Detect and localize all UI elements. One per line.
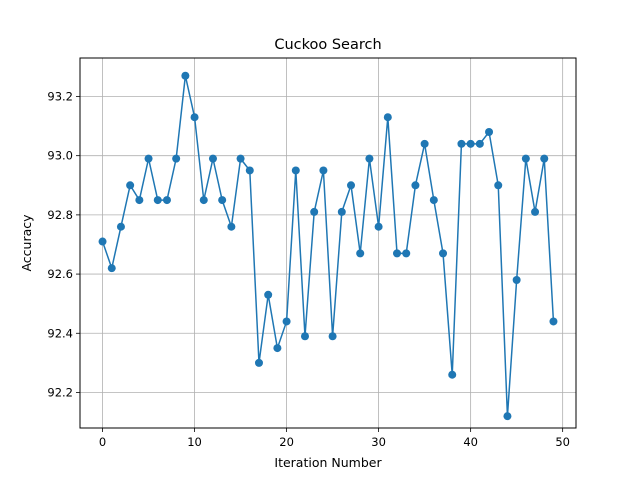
data-point: [356, 249, 365, 258]
data-point: [457, 139, 466, 148]
y-axis-label: Accuracy: [19, 214, 34, 272]
data-point: [98, 237, 107, 246]
data-point: [310, 207, 319, 216]
series-line: [98, 71, 558, 421]
data-point: [172, 154, 181, 163]
data-point: [199, 196, 208, 205]
data-point: [181, 71, 190, 80]
data-point: [116, 222, 125, 231]
data-point: [466, 139, 475, 148]
data-point: [549, 317, 558, 326]
data-point: [475, 139, 484, 148]
data-point: [503, 412, 512, 421]
y-tick-label: 93.2: [47, 89, 73, 103]
data-point: [190, 113, 199, 122]
data-point: [439, 249, 448, 258]
data-point: [291, 166, 300, 175]
data-point: [319, 166, 328, 175]
chart-title: Cuckoo Search: [274, 37, 381, 53]
y-tick-label: 93.0: [47, 149, 73, 163]
data-point: [254, 358, 263, 367]
data-point: [393, 249, 402, 258]
data-point: [245, 166, 254, 175]
data-point: [227, 222, 236, 231]
data-point: [347, 181, 356, 190]
x-tick-label: 0: [99, 435, 106, 449]
data-point: [300, 332, 309, 341]
data-point: [429, 196, 438, 205]
data-point: [208, 154, 217, 163]
data-point: [162, 196, 171, 205]
data-point: [126, 181, 135, 190]
x-tick-label: 10: [187, 435, 202, 449]
data-point: [402, 249, 411, 258]
data-point: [365, 154, 374, 163]
y-tick-label: 92.6: [47, 267, 73, 281]
x-tick-label: 20: [279, 435, 294, 449]
data-point: [420, 139, 429, 148]
grid: [80, 58, 576, 428]
data-point: [540, 154, 549, 163]
data-point: [282, 317, 291, 326]
data-point: [485, 128, 494, 136]
axis-ticks: 0 10 20 30 40 50 92.2 92.4 92.6 92.8 93.0 93.2: [47, 89, 570, 449]
data-point: [383, 113, 392, 122]
plot-frame: [79, 57, 577, 429]
data-point: [448, 370, 457, 379]
x-tick-label: 50: [555, 435, 570, 449]
data-point: [374, 222, 383, 231]
data-point: [264, 290, 273, 299]
x-tick-label: 30: [371, 435, 386, 449]
data-point: [107, 264, 116, 273]
y-tick-label: 92.2: [47, 385, 73, 399]
data-point: [135, 196, 144, 205]
data-point: [236, 154, 245, 163]
data-point: [337, 207, 346, 216]
data-point: [494, 181, 503, 190]
data-point: [411, 181, 420, 190]
x-tick-label: 40: [463, 435, 478, 449]
y-tick-label: 92.8: [47, 208, 73, 222]
data-point: [328, 332, 337, 341]
data-point: [218, 196, 227, 205]
y-tick-label: 92.4: [47, 326, 73, 340]
data-point: [531, 207, 540, 216]
data-point: [144, 154, 153, 163]
data-point: [273, 344, 282, 353]
x-axis-label: Iteration Number: [274, 455, 382, 470]
data-point: [153, 196, 162, 205]
data-point: [521, 154, 530, 163]
data-point: [512, 276, 521, 284]
